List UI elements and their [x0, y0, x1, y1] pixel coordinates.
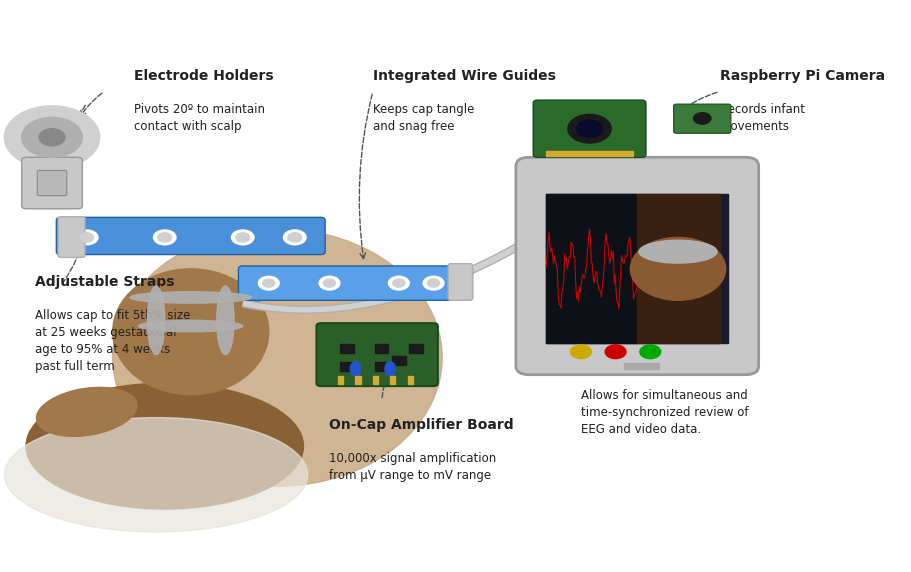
- Circle shape: [158, 233, 171, 242]
- Text: Adjustable Straps: Adjustable Straps: [35, 275, 174, 288]
- Ellipse shape: [639, 240, 716, 263]
- Bar: [374, 344, 388, 353]
- Ellipse shape: [384, 362, 395, 376]
- Text: 10,000x signal amplification
from μV range to mV range: 10,000x signal amplification from μV ran…: [329, 452, 496, 482]
- Circle shape: [693, 113, 711, 124]
- Ellipse shape: [113, 229, 442, 486]
- Circle shape: [630, 237, 725, 300]
- Bar: [340, 344, 353, 353]
- Text: Raspberry Pi Camera: Raspberry Pi Camera: [719, 69, 884, 82]
- FancyBboxPatch shape: [316, 323, 437, 386]
- Circle shape: [388, 276, 409, 290]
- Text: EEG-Video Split Screen: EEG-Video Split Screen: [580, 355, 759, 368]
- FancyBboxPatch shape: [673, 104, 730, 133]
- Circle shape: [605, 345, 625, 359]
- Circle shape: [568, 114, 610, 143]
- Circle shape: [79, 233, 94, 242]
- Ellipse shape: [350, 362, 360, 376]
- Bar: [637, 194, 719, 343]
- Circle shape: [570, 345, 590, 359]
- FancyBboxPatch shape: [58, 217, 85, 257]
- Ellipse shape: [138, 320, 242, 332]
- Circle shape: [423, 276, 444, 290]
- Circle shape: [262, 279, 274, 287]
- Bar: [407, 376, 413, 384]
- FancyBboxPatch shape: [448, 264, 472, 300]
- Circle shape: [288, 233, 302, 242]
- Circle shape: [323, 279, 335, 287]
- Circle shape: [427, 279, 439, 287]
- Bar: [409, 344, 423, 353]
- Bar: [623, 363, 659, 369]
- Text: Records infant
movements: Records infant movements: [719, 103, 804, 133]
- Bar: [355, 376, 360, 384]
- Circle shape: [76, 230, 97, 245]
- Circle shape: [236, 233, 250, 242]
- Ellipse shape: [113, 269, 269, 395]
- Circle shape: [576, 120, 602, 137]
- Circle shape: [5, 106, 99, 169]
- Text: Integrated Wire Guides: Integrated Wire Guides: [373, 69, 555, 82]
- Bar: [373, 376, 378, 384]
- Ellipse shape: [36, 387, 137, 436]
- Circle shape: [258, 276, 279, 290]
- Circle shape: [393, 279, 404, 287]
- Bar: [546, 194, 637, 343]
- Text: Allows cap to fit 5th% size
at 25 weeks gestational
age to 95% at 4 weeks
past f: Allows cap to fit 5th% size at 25 weeks …: [35, 309, 189, 373]
- Circle shape: [319, 276, 340, 290]
- Bar: [338, 376, 343, 384]
- Text: Electrode Holders: Electrode Holders: [134, 69, 273, 82]
- Ellipse shape: [26, 383, 303, 509]
- Bar: [374, 362, 388, 371]
- Bar: [546, 194, 728, 343]
- Ellipse shape: [5, 418, 307, 532]
- Text: Keeps cap tangle
and snag free: Keeps cap tangle and snag free: [373, 103, 474, 133]
- Circle shape: [283, 230, 306, 245]
- Bar: [340, 362, 353, 371]
- Ellipse shape: [217, 286, 234, 355]
- Text: Pivots 20º to maintain
contact with scalp: Pivots 20º to maintain contact with scal…: [134, 103, 265, 133]
- Circle shape: [640, 345, 660, 359]
- FancyBboxPatch shape: [56, 217, 325, 255]
- Circle shape: [22, 117, 82, 157]
- Circle shape: [153, 230, 176, 245]
- Circle shape: [39, 129, 65, 146]
- Circle shape: [231, 230, 254, 245]
- FancyBboxPatch shape: [238, 266, 472, 300]
- FancyBboxPatch shape: [22, 157, 82, 209]
- Text: Allows for simultaneous and
time-synchronized review of
EEG and video data.: Allows for simultaneous and time-synchro…: [580, 389, 748, 436]
- Bar: [390, 376, 395, 384]
- Bar: [392, 356, 405, 365]
- FancyBboxPatch shape: [516, 157, 758, 375]
- Ellipse shape: [148, 286, 165, 355]
- Text: On-Cap Amplifier Board: On-Cap Amplifier Board: [329, 418, 514, 431]
- FancyBboxPatch shape: [533, 100, 645, 157]
- FancyBboxPatch shape: [37, 170, 67, 196]
- Ellipse shape: [130, 292, 251, 303]
- Bar: [546, 151, 632, 156]
